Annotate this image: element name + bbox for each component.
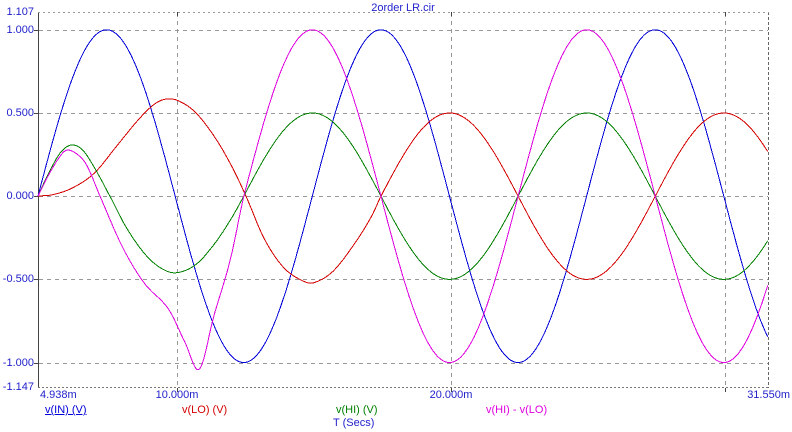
x-tick-label: 31.550m: [747, 389, 790, 401]
y-tick-label: 1.107: [6, 6, 34, 18]
x-tick-label: 10.000m: [155, 389, 199, 401]
legend-item-vhi[interactable]: v(HI) (V): [336, 404, 378, 416]
y-tick-label: 0.500: [6, 107, 34, 119]
trace-0: [37, 29, 769, 363]
y-tick-label: 0.000: [6, 190, 34, 202]
x-tick-label: 20.000m: [429, 389, 473, 401]
x-axis-title: T (Secs): [333, 417, 375, 429]
y-tick-label: -1.147: [2, 381, 34, 393]
trace-1: [37, 98, 769, 284]
trace-2: [37, 112, 769, 280]
legend-item-vhi-minus-vlo[interactable]: v(HI) - v(LO): [486, 404, 548, 416]
trace-3: [37, 29, 769, 371]
plot-title: 2order LR.cir: [371, 2, 435, 14]
y-tick-label: 1.000: [6, 24, 34, 36]
y-tick-label: -0.500: [2, 273, 34, 285]
legend-item-vlo[interactable]: v(LO) (V): [182, 404, 228, 416]
x-tick-label: 4.938m: [40, 389, 77, 401]
legend-item-vin[interactable]: v(IN) (V): [45, 404, 87, 416]
y-tick-label: -1.000: [2, 357, 34, 369]
